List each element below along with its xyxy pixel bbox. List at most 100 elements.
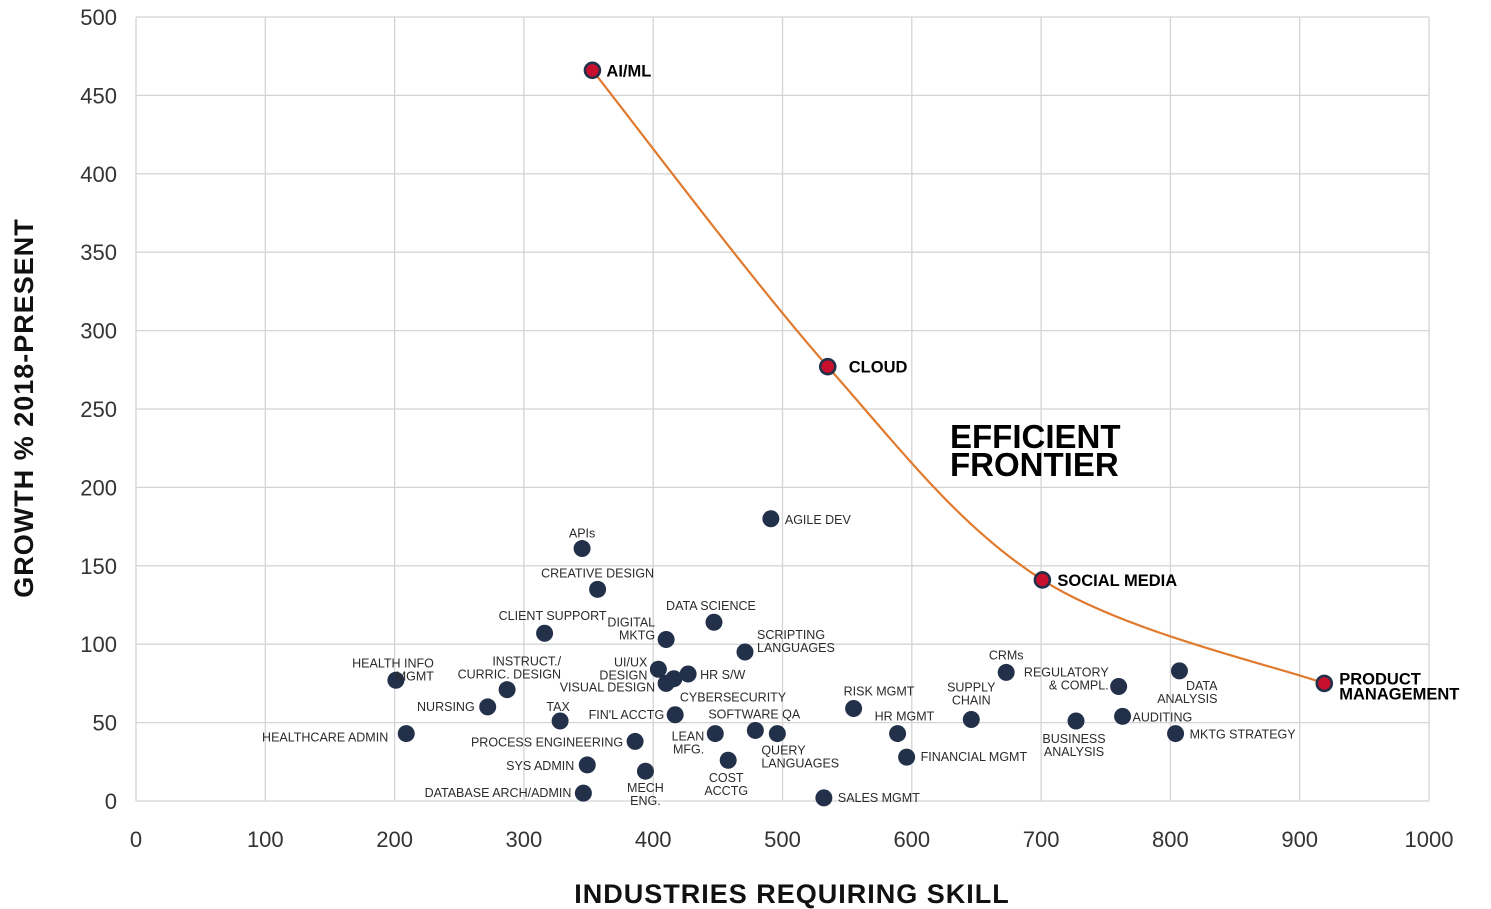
point-label: CLIENT SUPPORT — [499, 609, 607, 623]
data-point — [649, 660, 667, 678]
point-label: HR MGMT — [875, 710, 935, 724]
data-point — [573, 540, 591, 558]
data-point — [578, 756, 596, 774]
point-label: HR S/W — [700, 668, 745, 682]
x-tick-label: 900 — [1281, 827, 1318, 852]
point-label: FIN'L ACCTG — [589, 708, 665, 722]
x-tick-label: 700 — [1023, 827, 1060, 852]
y-tick-label: 50 — [93, 711, 117, 736]
point-label: QUERY LANGUAGES — [761, 744, 839, 771]
x-axis-title: INDUSTRIES REQUIRING SKILL — [574, 879, 1010, 909]
point-label: APIs — [569, 527, 595, 541]
data-point — [889, 725, 907, 743]
data-point — [589, 580, 607, 598]
point-label: SYS ADMIN — [506, 759, 574, 773]
data-point — [1114, 707, 1132, 725]
point-label: VISUAL DESIGN — [560, 680, 655, 694]
tick-labels: 0 100 200 300 400 500 600 700 800 900 1000 0 50 100 15… — [80, 5, 1453, 852]
x-tick-label: 500 — [764, 827, 801, 852]
data-point — [705, 613, 723, 631]
data-point — [962, 710, 980, 728]
y-tick-label: 350 — [80, 240, 117, 265]
frontier-point-label: AI/ML — [606, 62, 651, 80]
x-tick-label: 800 — [1152, 827, 1189, 852]
data-point — [736, 643, 754, 661]
y-tick-label: 250 — [80, 397, 117, 422]
data-point — [387, 671, 405, 689]
data-point — [762, 510, 780, 528]
point-label: HEALTHCARE ADMIN — [262, 731, 388, 745]
data-point — [657, 630, 675, 648]
data-point — [498, 681, 516, 699]
point-label: BUSINESS ANALYSIS — [1042, 732, 1105, 759]
frontier-point-label: PRODUCT MANAGEMENT — [1339, 670, 1459, 703]
data-point — [666, 706, 684, 724]
x-tick-label: 1000 — [1405, 827, 1454, 852]
point-label: CYBERSECURITY — [680, 691, 787, 705]
data-point — [1110, 678, 1128, 696]
frontier-annotation-line-1: EFFICIENT — [950, 418, 1121, 455]
y-tick-label: 500 — [80, 5, 117, 30]
x-tick-label: 200 — [376, 827, 413, 852]
data-point — [898, 748, 916, 766]
frontier-point-label: SOCIAL MEDIA — [1057, 572, 1177, 590]
point-label: CREATIVE DESIGN — [541, 566, 654, 580]
point-label: AUDITING — [1133, 710, 1193, 724]
point-label: NURSING — [417, 700, 475, 714]
efficient-frontier-line — [591, 69, 1325, 685]
point-label: PROCESS ENGINEERING — [471, 735, 623, 749]
point-label: MKTG STRATEGY — [1190, 728, 1297, 742]
point-label: SOFTWARE QA — [708, 707, 801, 721]
y-tick-label: 200 — [80, 475, 117, 500]
grid — [135, 16, 1430, 802]
point-label: COST ACCTG — [704, 771, 748, 798]
data-point — [746, 721, 764, 739]
x-tick-label: 0 — [130, 827, 142, 852]
point-label: DATA ANALYSIS — [1157, 679, 1218, 706]
data-point — [679, 665, 697, 683]
data-point — [574, 784, 592, 802]
data-point — [551, 712, 569, 730]
frontier-point-label: CLOUD — [849, 359, 908, 377]
frontier-point — [818, 357, 837, 376]
y-tick-label: 0 — [105, 789, 117, 814]
point-label: MECH ENG. — [627, 781, 664, 808]
point-label: SUPPLY CHAIN — [947, 680, 996, 707]
point-label: SALES MGMT — [838, 791, 920, 805]
point-label: FINANCIAL MGMT — [921, 750, 1028, 764]
point-label: UI/UX DESIGN — [599, 655, 648, 682]
data-point — [845, 699, 863, 717]
point-label: INSTRUCT./CURRIC. DESIGN — [458, 655, 562, 682]
point-label: CRMs — [989, 648, 1024, 662]
data-point — [665, 670, 683, 688]
y-tick-label: 100 — [80, 632, 117, 657]
point-label: REGULATORY & COMPL. — [1024, 666, 1109, 693]
data-points — [387, 61, 1334, 807]
y-tick-label: 450 — [80, 83, 117, 108]
frontier-point — [1033, 571, 1052, 589]
y-tick-label: 150 — [80, 554, 117, 579]
point-labels: APIs CREATIVE DESIGN CLIENT SUPPORT DATA SC… — [262, 62, 1459, 808]
data-point — [536, 624, 554, 642]
data-point — [815, 789, 833, 807]
data-point — [397, 725, 415, 743]
frontier-point — [583, 61, 602, 80]
point-label: DIGITAL MKTG — [607, 615, 655, 642]
y-tick-label: 400 — [80, 162, 117, 187]
frontier-annotation-line-2: FRONTIER — [950, 446, 1119, 483]
data-point — [1167, 725, 1185, 743]
frontier-point — [1315, 674, 1334, 693]
x-tick-label: 600 — [893, 827, 930, 852]
data-point — [626, 732, 644, 750]
point-label: TAX — [546, 700, 570, 714]
x-tick-label: 100 — [247, 827, 284, 852]
point-label: RISK MGMT — [844, 684, 915, 698]
point-label: DATABASE ARCH/ADMIN — [425, 786, 572, 800]
data-point — [479, 698, 497, 716]
data-point — [1067, 712, 1085, 730]
y-tick-label: 300 — [80, 319, 117, 344]
data-point — [636, 762, 654, 780]
data-point — [706, 725, 724, 743]
point-label: SCRIPTING LANGUAGES — [757, 628, 835, 655]
